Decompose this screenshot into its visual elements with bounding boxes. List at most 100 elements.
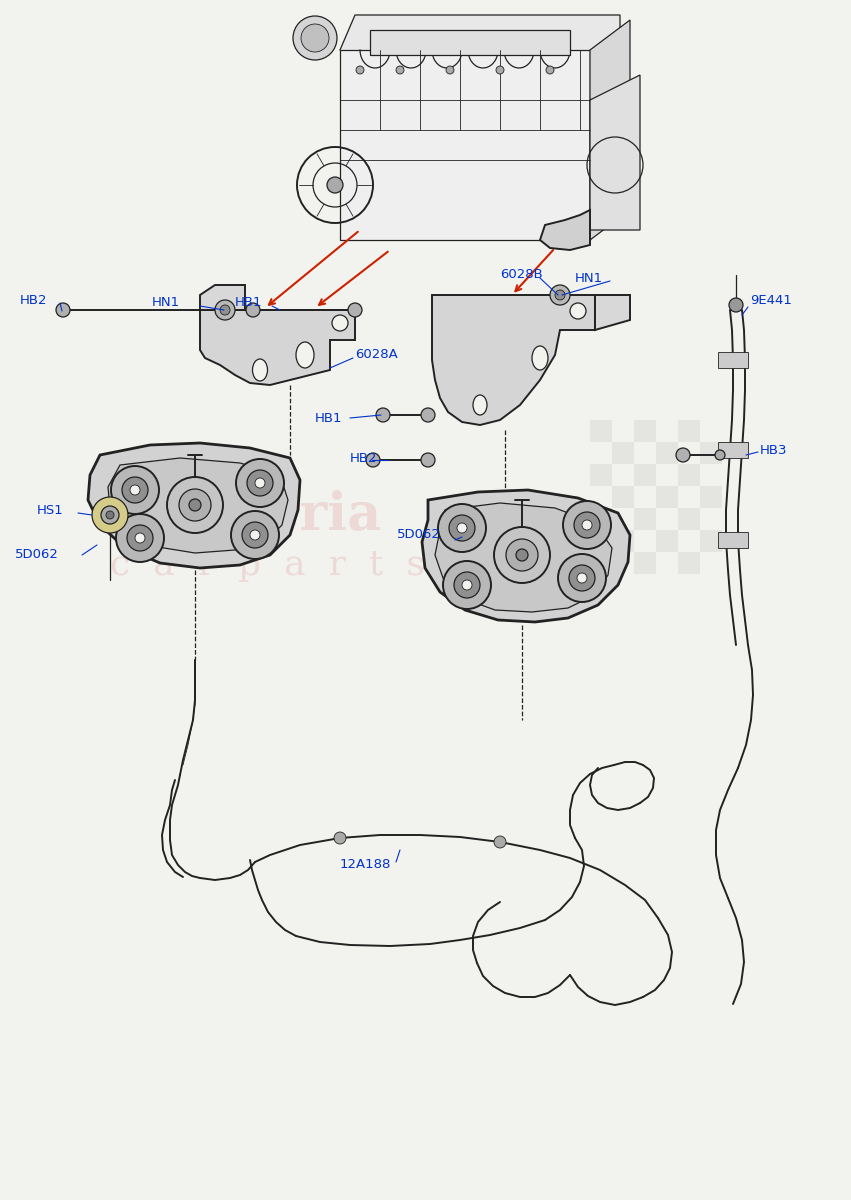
- Bar: [590, 420, 612, 442]
- Text: HB2: HB2: [350, 451, 378, 464]
- Circle shape: [421, 452, 435, 467]
- Circle shape: [558, 554, 606, 602]
- Bar: [700, 486, 722, 508]
- Bar: [612, 530, 634, 552]
- Bar: [656, 530, 678, 552]
- Text: scuderia: scuderia: [130, 490, 382, 541]
- Polygon shape: [200, 284, 245, 310]
- Circle shape: [449, 515, 475, 541]
- Circle shape: [577, 572, 587, 583]
- Circle shape: [462, 580, 472, 590]
- Circle shape: [443, 560, 491, 608]
- Text: HB3: HB3: [760, 444, 787, 456]
- Bar: [634, 508, 656, 530]
- Circle shape: [334, 832, 346, 844]
- Circle shape: [446, 66, 454, 74]
- Circle shape: [130, 485, 140, 494]
- Text: HN1: HN1: [152, 295, 180, 308]
- Polygon shape: [432, 295, 595, 425]
- Circle shape: [189, 499, 201, 511]
- Circle shape: [106, 511, 114, 518]
- Bar: [590, 464, 612, 486]
- Circle shape: [457, 523, 467, 533]
- Text: HB1: HB1: [235, 295, 262, 308]
- Circle shape: [246, 302, 260, 317]
- Circle shape: [116, 514, 164, 562]
- Polygon shape: [370, 30, 570, 55]
- Circle shape: [376, 408, 390, 422]
- Circle shape: [570, 302, 586, 319]
- Circle shape: [301, 24, 329, 52]
- Text: HB1: HB1: [315, 412, 342, 425]
- Circle shape: [438, 504, 486, 552]
- Circle shape: [293, 16, 337, 60]
- Text: 5D062: 5D062: [15, 548, 59, 562]
- Circle shape: [494, 836, 506, 848]
- Ellipse shape: [532, 346, 548, 370]
- Circle shape: [231, 511, 279, 559]
- Bar: [718, 352, 748, 368]
- Polygon shape: [108, 458, 288, 553]
- Polygon shape: [340, 50, 590, 240]
- Text: HN1: HN1: [575, 271, 603, 284]
- Text: 6028B: 6028B: [500, 269, 543, 282]
- Bar: [634, 464, 656, 486]
- Circle shape: [676, 448, 690, 462]
- Circle shape: [255, 478, 265, 488]
- Bar: [678, 508, 700, 530]
- Ellipse shape: [253, 359, 267, 382]
- Circle shape: [220, 305, 230, 314]
- Polygon shape: [435, 503, 612, 612]
- Circle shape: [550, 284, 570, 305]
- Text: 5D062: 5D062: [397, 528, 441, 541]
- Circle shape: [92, 497, 128, 533]
- Bar: [634, 552, 656, 574]
- Bar: [612, 486, 634, 508]
- Text: 9E441: 9E441: [750, 294, 792, 306]
- Text: 6028A: 6028A: [355, 348, 397, 361]
- Text: HB2: HB2: [20, 294, 48, 306]
- Circle shape: [127, 526, 153, 551]
- Polygon shape: [595, 295, 630, 330]
- Circle shape: [56, 302, 70, 317]
- Bar: [656, 442, 678, 464]
- Ellipse shape: [296, 342, 314, 368]
- Text: 12A188: 12A188: [340, 858, 391, 871]
- Circle shape: [421, 408, 435, 422]
- Bar: [700, 442, 722, 464]
- Bar: [656, 486, 678, 508]
- Ellipse shape: [473, 395, 487, 415]
- Circle shape: [454, 572, 480, 598]
- Bar: [718, 442, 748, 458]
- Circle shape: [135, 533, 145, 542]
- Circle shape: [715, 450, 725, 460]
- Circle shape: [332, 314, 348, 331]
- Circle shape: [496, 66, 504, 74]
- Text: HS1: HS1: [37, 504, 64, 516]
- Circle shape: [348, 302, 362, 317]
- Circle shape: [582, 520, 592, 530]
- Polygon shape: [88, 443, 300, 568]
- Circle shape: [215, 300, 235, 320]
- Circle shape: [179, 490, 211, 521]
- Bar: [590, 552, 612, 574]
- Polygon shape: [422, 490, 630, 622]
- Polygon shape: [590, 20, 630, 240]
- Polygon shape: [340, 14, 620, 80]
- Circle shape: [494, 527, 550, 583]
- Circle shape: [167, 476, 223, 533]
- Circle shape: [555, 290, 565, 300]
- Circle shape: [516, 550, 528, 560]
- Circle shape: [574, 512, 600, 538]
- Circle shape: [569, 565, 595, 590]
- Circle shape: [563, 502, 611, 550]
- Bar: [634, 420, 656, 442]
- Circle shape: [122, 476, 148, 503]
- Circle shape: [101, 506, 119, 524]
- Circle shape: [396, 66, 404, 74]
- Polygon shape: [540, 210, 590, 250]
- Circle shape: [546, 66, 554, 74]
- Circle shape: [242, 522, 268, 548]
- Polygon shape: [200, 310, 355, 385]
- Bar: [700, 530, 722, 552]
